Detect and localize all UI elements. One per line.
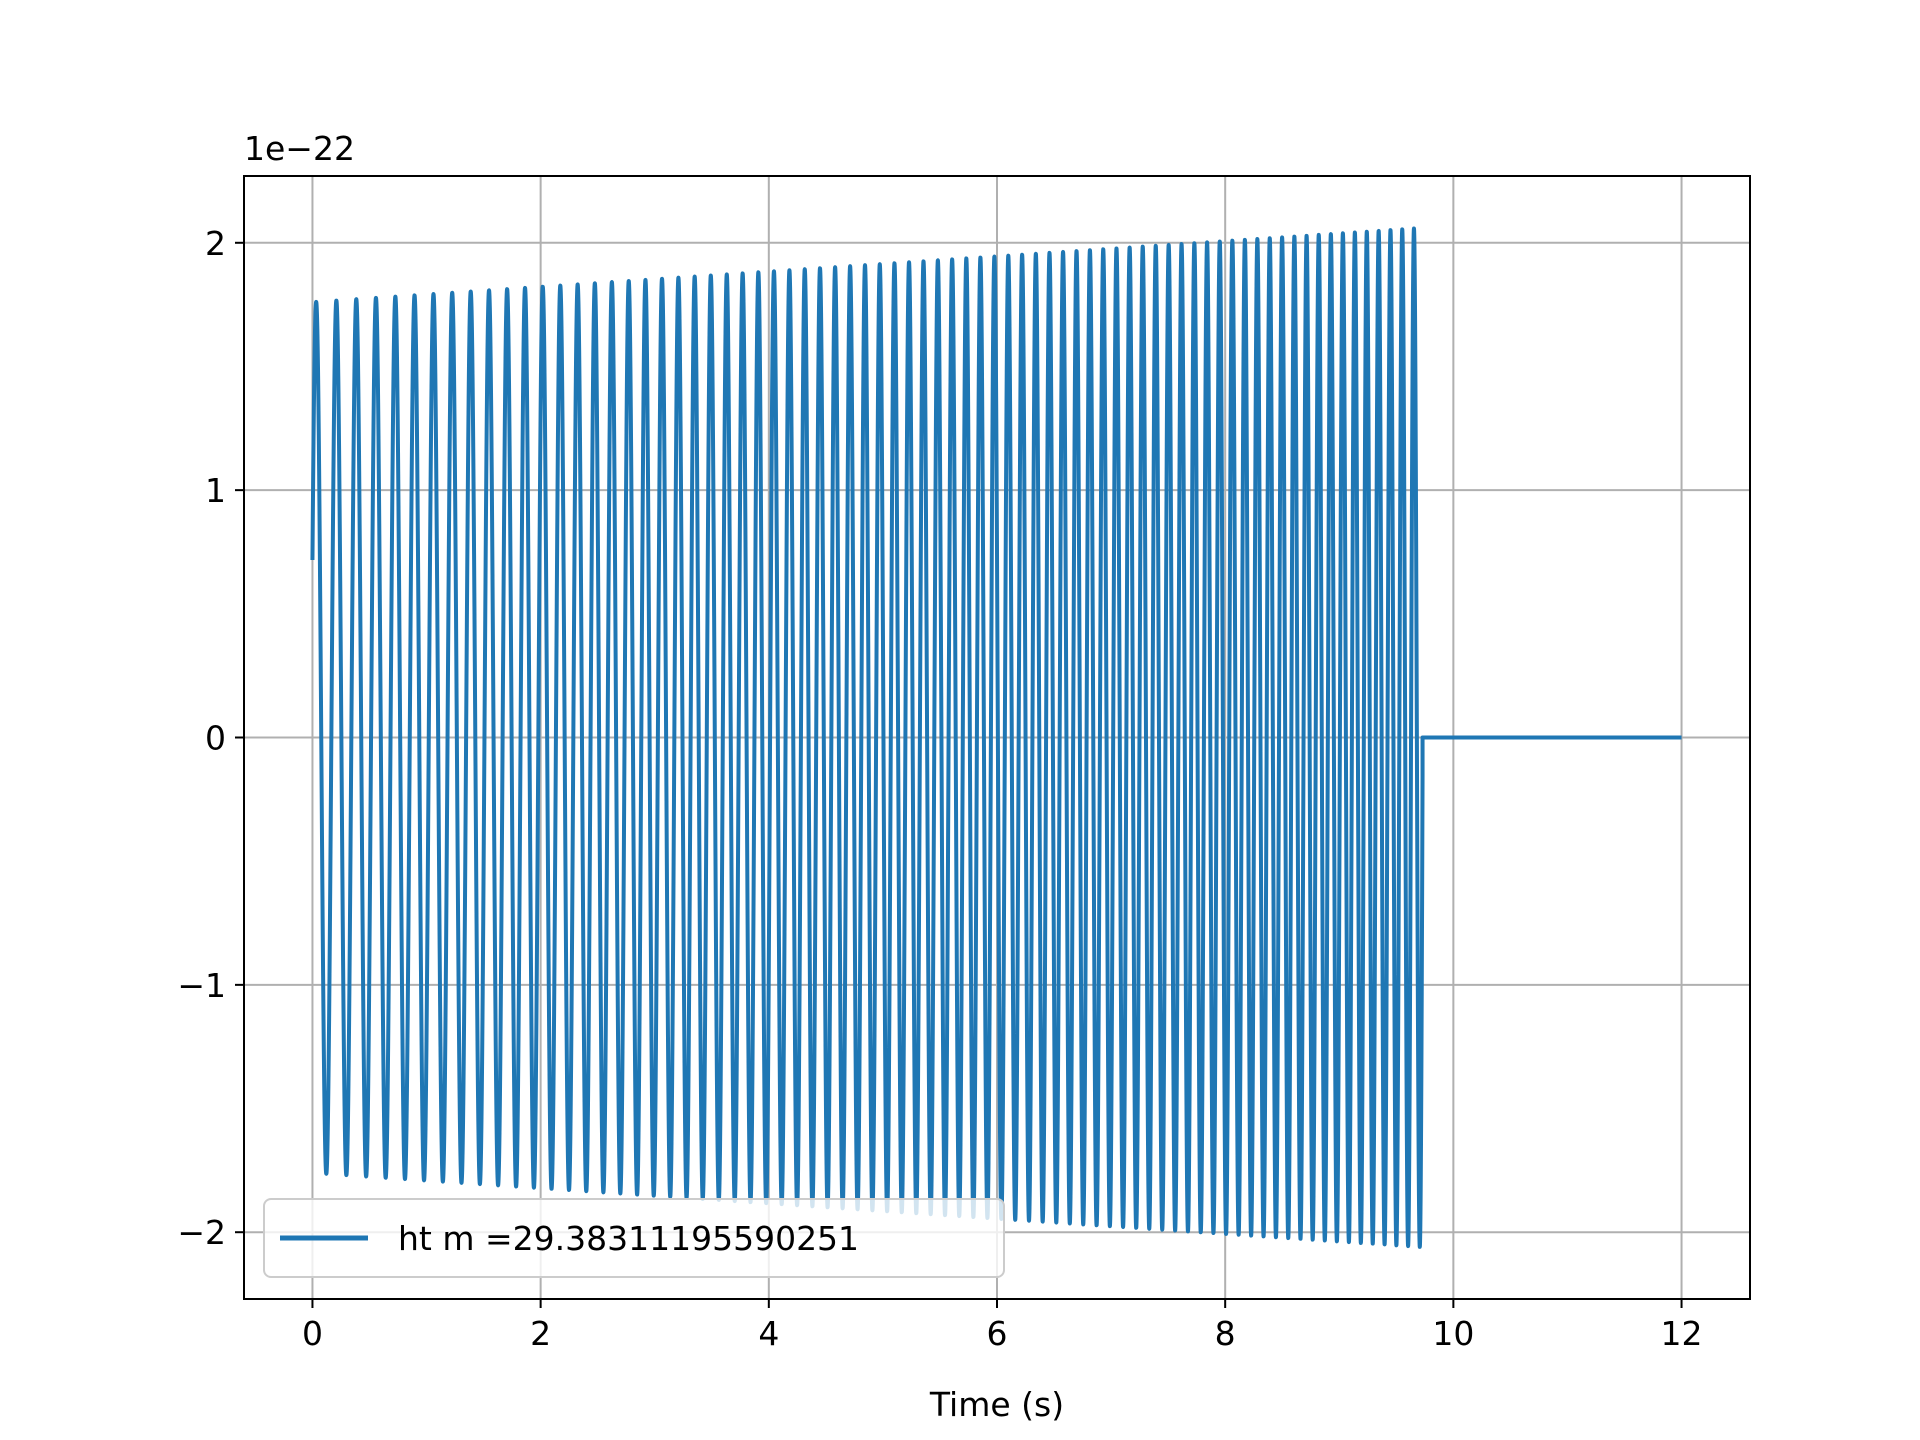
y-tick-label: 0 [205, 719, 226, 758]
x-tick-label: 6 [987, 1314, 1008, 1353]
y-tick-label: −2 [177, 1213, 226, 1252]
x-tick-label: 8 [1215, 1314, 1236, 1353]
x-tick-label: 10 [1432, 1314, 1474, 1353]
x-tick-label: 0 [302, 1314, 323, 1353]
series-line-ht [310, 226, 1682, 1249]
legend-box [263, 1198, 1005, 1278]
series-group [310, 226, 1682, 1249]
x-axis-label: Time (s) [929, 1385, 1064, 1424]
y-tick-label: 2 [205, 224, 226, 263]
y-scale-offset-label: 1e−22 [244, 129, 355, 168]
y-tick-label: −1 [177, 966, 226, 1005]
legend-entry-label: ht m =29.38311195590251 [398, 1219, 859, 1258]
x-tick-label: 12 [1661, 1314, 1703, 1353]
legend: ht m =29.38311195590251 [263, 1198, 1005, 1278]
y-tick-label: 1 [205, 471, 226, 510]
x-tick-label: 2 [530, 1314, 551, 1353]
x-tick-label: 4 [758, 1314, 779, 1353]
